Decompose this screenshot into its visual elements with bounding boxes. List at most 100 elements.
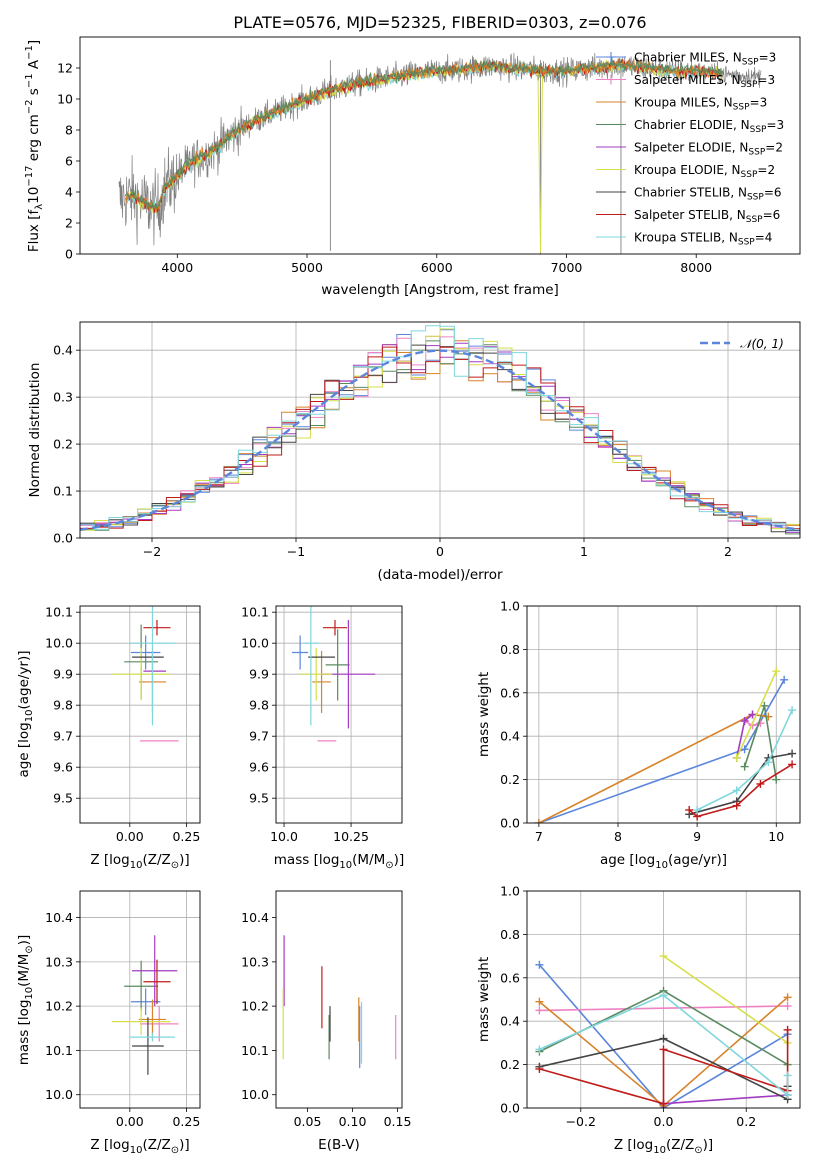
y-tick-label: 2 (65, 216, 73, 231)
x-tick-label: 7000 (551, 260, 583, 275)
legend-label-text: Chabrier MILES, N (634, 51, 742, 65)
y-tick-label: 0.3 (53, 390, 73, 405)
y-tick-label: 8 (65, 123, 73, 138)
y-tick-label: 10.0 (45, 1087, 73, 1102)
x-tick-label: 0.10 (339, 1114, 367, 1129)
x-tick-label: 5000 (291, 260, 323, 275)
age-vs-metallicity-panel: 0.00 0.259.59.69.79.89.910.010.1Z [log10(… (16, 605, 201, 871)
xlabel-age_vs_Z-part: Z [log (90, 852, 129, 868)
y-tick-label: 10.3 (241, 954, 269, 969)
xlabel-mass_vs_Z-part: )] (179, 1137, 190, 1153)
series-line-kroupa_elodie (663, 955, 789, 1044)
x-tick-label: 0.00 (116, 829, 144, 844)
xlabel-massweight_vs_Z-part: Z [log (614, 1137, 653, 1153)
xlabel-massweight_vs_Z-part: )] (703, 1137, 714, 1153)
y-tick-label: 10.0 (241, 1087, 269, 1102)
xlabel-age_vs_mass: mass [log10(M/M⊙)] (274, 852, 404, 871)
xlabel-age_vs_Z-part: )] (179, 852, 190, 868)
legend-label-text: Kroupa ELODIE, N (634, 163, 741, 177)
y-tick-label: 0.6 (500, 685, 520, 700)
xlabel-age_vs_mass-part: (M/M (352, 852, 385, 868)
x-tick-label: 9 (693, 829, 701, 844)
massweight-vs-age-panel: 7 8 9 10 0.0 0.2 0.4 0.6 0.8 1.0 mass weight age [l… (476, 599, 801, 871)
legend-label-n: =6 (764, 186, 782, 200)
mass-vs-ebv-panel: 0.05 0.10 0.15 10.0 10.1 10.2 10.3 10.4 E(B-V) (241, 890, 411, 1153)
residuals-ylabel: Normed distribution (27, 363, 43, 498)
x-tick-label: 2 (724, 544, 732, 559)
y-tick-label: 10.3 (45, 954, 73, 969)
legend-label-n: =3 (766, 118, 784, 132)
legend-label-sub: SSP (747, 193, 764, 203)
y-tick-label: 10.1 (45, 1043, 73, 1058)
residuals-panel: −2 −1 0 1 2 0.0 0.1 0.2 0.3 0.4 𝒩(0, 1) (data-model… (27, 321, 801, 583)
ylabel-mass_vs_Z: mass [log10(M/M⊙)] (16, 935, 35, 1065)
series-line-chabrier_miles (538, 679, 785, 823)
legend-label-sub: SSP (733, 103, 750, 113)
y-tick-label: 0.8 (500, 927, 520, 942)
y-tick-label: 12 (57, 61, 73, 76)
spectrum-ylabel-part: −2 (24, 99, 35, 114)
xlabel-massweight_vs_age-part: age [log (600, 852, 655, 868)
xlabel-age_vs_Z-part: 10 (130, 860, 143, 871)
plot-area (535, 952, 792, 1108)
legend-label-sub: SSP (746, 215, 763, 225)
x-tick-label: 0.25 (172, 829, 200, 844)
x-tick-label: −0.2 (566, 1114, 596, 1129)
y-tick-label: 10.0 (45, 636, 73, 651)
x-tick-label: 7 (535, 829, 543, 844)
legend-label-n: =2 (757, 163, 775, 177)
x-tick-label: 1 (580, 544, 588, 559)
legend-label-text: Salpeter ELODIE, N (634, 141, 748, 155)
y-tick-label: 0.0 (53, 531, 73, 546)
x-tick-label: −1 (287, 544, 305, 559)
legend-label-text: Salpeter MILES, N (634, 73, 741, 87)
legend-label-salpeter_stelib: Salpeter STELIB, NSSP=6 (634, 208, 780, 225)
y-tick-label: 10.0 (241, 636, 269, 651)
xlabel-mass_vs_ebv: E(B-V) (318, 1137, 360, 1153)
legend-label-n: =4 (755, 231, 773, 245)
xlabel-mass_vs_Z-part: 10 (130, 1145, 143, 1156)
series-line-kroupa_elodie (735, 670, 778, 759)
legend-label-text: Chabrier STELIB, N (634, 186, 747, 200)
x-tick-label: 0.25 (172, 1114, 200, 1129)
xlabel-age_vs_Z-part: ⊙ (171, 860, 179, 871)
spectrum-ylabel-part: s (26, 88, 42, 99)
gaussian-reference-line (80, 349, 798, 531)
legend-label-kroupa_stelib: Kroupa STELIB, NSSP=4 (634, 231, 772, 248)
y-tick-label: 9.5 (249, 791, 269, 806)
axes-frame (526, 605, 801, 824)
y-tick-label: 0.2 (53, 437, 73, 452)
ylabel-age_vs_Z-part: 10 (24, 710, 35, 723)
y-tick-label: 10.2 (241, 999, 269, 1014)
model-spectrum-kroupa_elodie (124, 59, 723, 214)
y-tick-label: 0.0 (500, 1101, 520, 1116)
legend-label-n: =3 (750, 96, 768, 110)
plot-area (118, 52, 762, 254)
xlabel-age_vs_mass-part: )] (394, 852, 405, 868)
y-tick-label: 1.0 (500, 599, 520, 614)
plot-area (292, 606, 376, 742)
x-tick-label: 0.00 (116, 1114, 144, 1129)
x-tick-label: 8 (614, 829, 622, 844)
legend-label-text: Salpeter STELIB, N (634, 208, 746, 222)
legend-label-sub: SSP (748, 148, 765, 158)
x-tick-label: 10 (768, 829, 784, 844)
y-tick-label: 4 (65, 185, 73, 200)
legend-label-kroupa_elodie: Kroupa ELODIE, NSSP=2 (634, 163, 775, 180)
plot-area (534, 667, 797, 823)
series-line-chabrier_miles (538, 964, 789, 1108)
model-spectrum-kroupa_stelib (124, 61, 723, 213)
axes-frame (275, 890, 403, 1109)
massweight-vs-metallicity-panel: −0.2 0.0 0.2 0.0 0.2 0.4 0.6 0.8 1.0 mass weight Z… (476, 884, 801, 1156)
series-line-kroupa_stelib (539, 994, 789, 1097)
y-tick-label: 9.7 (249, 729, 269, 744)
xlabel-age_vs_mass-part: 10 (339, 860, 352, 871)
spectrum-ylabel-part: −1 (24, 45, 35, 60)
legend-label-chabrier_elodie: Chabrier ELODIE, NSSP=3 (634, 118, 784, 135)
axes-frame (79, 890, 201, 1109)
spectrum-ylabel-part: erg cm (26, 114, 42, 165)
plot-area (80, 325, 800, 535)
